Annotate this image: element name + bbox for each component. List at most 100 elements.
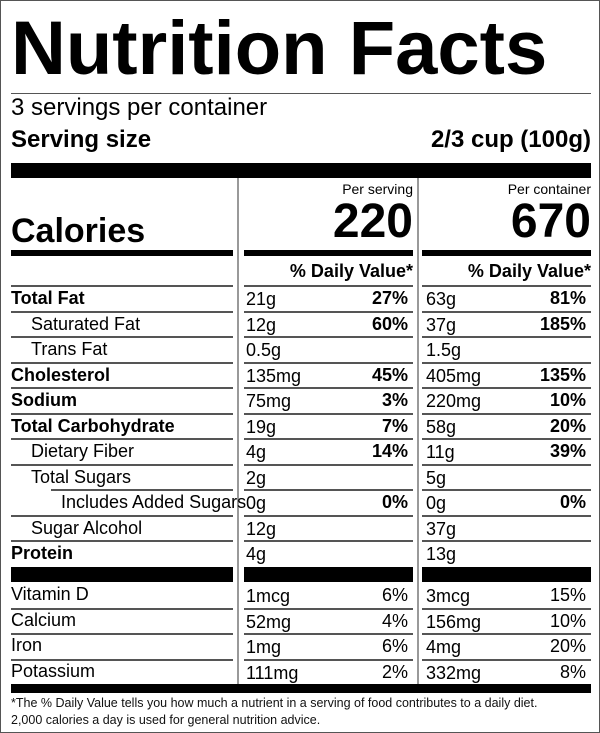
container-daily-value: 8% (559, 661, 586, 682)
serving-daily-value: 45% (371, 364, 408, 385)
row-divider-left (11, 412, 233, 415)
row-divider-right (422, 658, 591, 661)
row-divider-mid (244, 540, 413, 542)
thick-divider-top (11, 163, 591, 178)
container-amount: 5g (426, 467, 447, 488)
calories-divider-left (11, 250, 233, 256)
serving-daily-value (301, 337, 408, 362)
daily-value-header-serving: % Daily Value* (289, 261, 413, 281)
thick-divider-bottom (11, 684, 591, 693)
serving-daily-value: 27% (371, 288, 408, 308)
row-divider-right (422, 489, 591, 491)
serving-daily-value: 6% (381, 636, 408, 656)
container-daily-value (471, 465, 586, 490)
serving-daily-value: 14% (371, 441, 408, 461)
row-divider-left (11, 310, 233, 313)
vitamins-divider-mid (244, 567, 413, 582)
container-daily-value: 10% (549, 390, 586, 410)
row-divider-right (422, 336, 591, 338)
column-divider-1 (237, 178, 239, 684)
container-daily-value: 15% (549, 585, 586, 605)
calories-label: Calories (11, 212, 146, 250)
row-divider-mid (244, 310, 413, 313)
footnote-line-1: *The % Daily Value tells you how much a … (11, 696, 538, 710)
serving-amount: 52mg (246, 611, 292, 632)
serving-amount: 135mg (246, 365, 302, 386)
calories-per-container: 670 (510, 195, 591, 248)
container-amount: 37g (426, 314, 457, 335)
row-divider-mid (244, 438, 413, 440)
serving-amount: 4g (246, 544, 267, 564)
nutrient-name: Cholesterol (11, 364, 111, 385)
row-divider-right (422, 463, 591, 466)
nutrient-name: Protein (11, 543, 74, 563)
row-divider-right (422, 540, 591, 542)
row-divider-left (11, 285, 233, 287)
serving-amount: 0g (246, 493, 267, 513)
calories-divider-mid (244, 250, 413, 256)
container-amount: 405mg (426, 365, 482, 386)
row-divider-left (11, 463, 233, 466)
container-daily-value: 20% (549, 636, 586, 656)
container-daily-value (471, 516, 586, 541)
serving-size-row: Serving size 2/3 cup (100g) (11, 125, 591, 155)
nutrient-name: Trans Fat (31, 339, 108, 359)
nutrient-name: Total Fat (11, 288, 85, 308)
row-divider-left (11, 336, 233, 338)
serving-daily-value: 4% (381, 610, 408, 631)
serving-daily-value: 3% (381, 390, 408, 410)
row-divider-right (422, 412, 591, 415)
footnote-line-2: 2,000 calories a day is used for general… (11, 713, 321, 727)
serving-daily-value (301, 541, 408, 566)
row-divider-mid (244, 361, 413, 364)
container-daily-value (471, 541, 586, 566)
calories-per-serving: 220 (332, 195, 413, 248)
row-divider-left (11, 361, 233, 364)
servings-per-container: 3 servings per container (11, 94, 268, 121)
vitamin-name: Vitamin D (11, 584, 89, 604)
row-divider-right (422, 607, 591, 610)
container-amount: 0g (426, 493, 447, 513)
row-divider-mid (244, 387, 413, 389)
nutrient-name: Dietary Fiber (31, 441, 135, 461)
row-divider-left (11, 540, 233, 542)
row-divider-mid (244, 489, 413, 491)
footnote: *The % Daily Value tells you how much a … (11, 695, 596, 729)
vitamins-divider-left (11, 567, 233, 582)
nutrient-name: Sugar Alcohol (31, 517, 143, 538)
serving-daily-value: 0% (381, 492, 408, 512)
serving-amount: 4g (246, 442, 267, 462)
vitamin-name: Potassium (11, 660, 96, 681)
container-amount: 63g (426, 289, 457, 309)
nutrient-name: Sodium (11, 390, 77, 410)
row-divider-right (422, 633, 591, 635)
container-amount: 3mcg (426, 586, 471, 606)
container-amount: 4mg (426, 637, 462, 657)
serving-amount: 0.5g (246, 340, 282, 360)
container-daily-value: 20% (549, 415, 586, 436)
container-amount: 332mg (426, 662, 482, 683)
serving-size-value: 2/3 cup (100g) (430, 126, 591, 153)
row-divider-mid (244, 607, 413, 610)
serving-amount: 12g (246, 518, 277, 539)
row-divider-left (11, 387, 233, 389)
serving-amount: 1mg (246, 637, 282, 657)
serving-daily-value: 60% (371, 313, 408, 334)
serving-daily-value: 2% (381, 661, 408, 682)
row-divider-mid (244, 514, 413, 517)
title-divider (11, 93, 591, 94)
container-daily-value: 185% (539, 313, 586, 334)
serving-amount: 75mg (246, 391, 292, 411)
container-amount: 220mg (426, 391, 482, 411)
per-container-header: Per container (507, 181, 591, 197)
row-divider-right (422, 438, 591, 440)
serving-daily-value: 7% (381, 415, 408, 436)
container-amount: 58g (426, 416, 457, 437)
row-divider-left (11, 438, 233, 440)
container-amount: 11g (426, 442, 455, 462)
container-amount: 13g (426, 544, 457, 564)
nutrient-name: Saturated Fat (31, 313, 141, 334)
container-amount: 1.5g (426, 340, 462, 360)
serving-amount: 12g (246, 314, 277, 335)
